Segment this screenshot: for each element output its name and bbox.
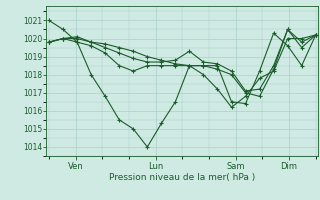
X-axis label: Pression niveau de la mer( hPa ): Pression niveau de la mer( hPa ) (109, 173, 256, 182)
